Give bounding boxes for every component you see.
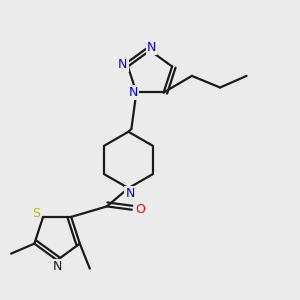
Text: N: N xyxy=(125,187,135,200)
Text: S: S xyxy=(32,207,40,220)
Text: O: O xyxy=(135,203,145,216)
Text: N: N xyxy=(52,260,62,273)
Text: N: N xyxy=(128,86,138,99)
Text: N: N xyxy=(118,58,128,71)
Text: N: N xyxy=(147,40,156,54)
